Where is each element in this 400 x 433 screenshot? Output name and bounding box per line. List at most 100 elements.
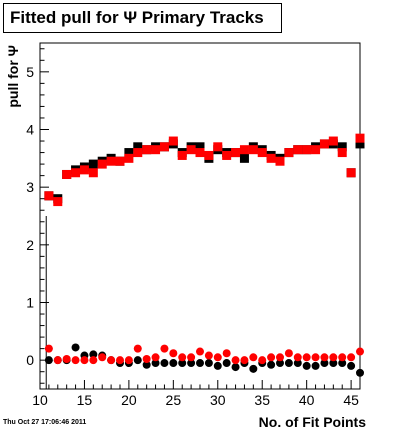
circle-marker: [222, 359, 231, 368]
circle-marker: [53, 356, 62, 365]
circle-marker: [267, 360, 276, 369]
x-tick-label: 25: [166, 392, 182, 408]
circle-marker: [89, 356, 98, 365]
square-marker: [355, 133, 365, 143]
circle-marker: [356, 368, 364, 377]
circle-marker: [71, 343, 80, 352]
data-markers: [44, 133, 365, 389]
circle-marker: [124, 356, 133, 365]
square-marker: [79, 165, 89, 175]
circle-marker: [347, 361, 356, 370]
circle-marker: [196, 359, 204, 368]
circle-marker: [329, 359, 338, 368]
circle-marker: [160, 359, 169, 368]
circle-marker: [222, 349, 231, 358]
square-marker: [133, 148, 143, 158]
circle-marker: [98, 353, 107, 362]
circle-marker: [187, 359, 196, 368]
square-marker: [142, 145, 152, 155]
square-marker: [257, 148, 267, 158]
square-marker: [231, 148, 241, 158]
square-marker: [168, 136, 178, 146]
plot-frame: [39, 42, 361, 390]
circle-marker: [151, 353, 160, 362]
x-axis-label: No. of Fit Points: [259, 414, 367, 430]
square-marker: [124, 148, 134, 158]
circle-marker: [276, 353, 284, 362]
square-marker: [177, 150, 187, 160]
circle-marker: [133, 356, 142, 365]
circle-marker: [151, 359, 160, 368]
square-marker: [239, 145, 249, 155]
circle-marker: [302, 353, 311, 362]
circle-marker: [293, 353, 302, 362]
x-tick-label: 35: [254, 392, 270, 408]
x-tick-label: 30: [210, 392, 226, 408]
circle-marker: [44, 356, 53, 365]
circle-marker: [320, 359, 329, 368]
circle-marker: [240, 356, 249, 365]
square-marker: [222, 150, 232, 160]
square-marker: [186, 145, 196, 155]
circle-marker: [356, 347, 364, 356]
circle-marker: [231, 356, 240, 365]
circle-marker: [338, 353, 347, 362]
circle-marker: [302, 361, 311, 370]
circle-marker: [116, 356, 124, 365]
square-marker: [213, 142, 223, 152]
square-marker: [195, 142, 205, 152]
circle-marker: [284, 349, 293, 358]
y-tick-label: 3: [26, 179, 34, 195]
circle-marker: [160, 344, 169, 353]
x-tick-label: 15: [77, 392, 93, 408]
square-marker: [337, 142, 347, 152]
square-marker: [159, 142, 169, 152]
square-marker: [115, 156, 125, 166]
square-marker: [328, 136, 338, 146]
square-marker: [302, 145, 312, 155]
chart-title: Fitted pull for Ψ Primary Tracks: [10, 8, 264, 27]
circle-marker: [107, 356, 116, 365]
timestamp: Thu Oct 27 17:06:46 2011: [3, 419, 87, 426]
circle-marker: [249, 353, 258, 362]
circle-marker: [204, 359, 213, 368]
square-marker: [124, 153, 134, 163]
circle-marker: [169, 359, 178, 368]
y-axis-label: pull for Ψ: [5, 45, 21, 108]
square-marker: [44, 191, 54, 201]
square-marker: [204, 150, 214, 160]
circle-marker: [62, 355, 71, 364]
y-tick-label: 4: [26, 122, 34, 138]
circle-marker: [178, 359, 187, 368]
circle-marker: [196, 347, 204, 356]
circle-marker: [311, 361, 320, 370]
square-marker: [275, 156, 285, 166]
square-marker: [71, 168, 81, 178]
y-tick-label: 0: [26, 352, 34, 368]
square-marker: [195, 148, 205, 158]
circle-marker: [284, 359, 293, 368]
x-tick-label: 20: [121, 392, 137, 408]
circle-marker: [133, 344, 142, 353]
square-marker: [133, 142, 143, 152]
square-marker: [62, 169, 72, 179]
y-tick-label: 1: [26, 295, 34, 311]
circle-marker: [44, 344, 53, 353]
circle-marker: [293, 359, 302, 368]
square-marker: [284, 148, 294, 158]
circle-marker: [142, 355, 151, 364]
square-marker: [97, 159, 107, 169]
plot-area-frame: [39, 42, 361, 390]
chart-title-box: Fitted pull for Ψ Primary Tracks: [3, 3, 282, 33]
circle-marker: [213, 353, 222, 362]
square-marker: [106, 156, 116, 166]
circle-marker: [142, 360, 151, 369]
series-1: [44, 133, 365, 365]
circle-marker: [231, 363, 240, 372]
y-tick-label: 5: [26, 64, 34, 80]
square-marker: [266, 153, 276, 163]
circle-marker: [329, 353, 338, 362]
x-tick-label: 10: [32, 392, 48, 408]
circle-marker: [249, 364, 258, 373]
circle-marker: [187, 353, 196, 362]
